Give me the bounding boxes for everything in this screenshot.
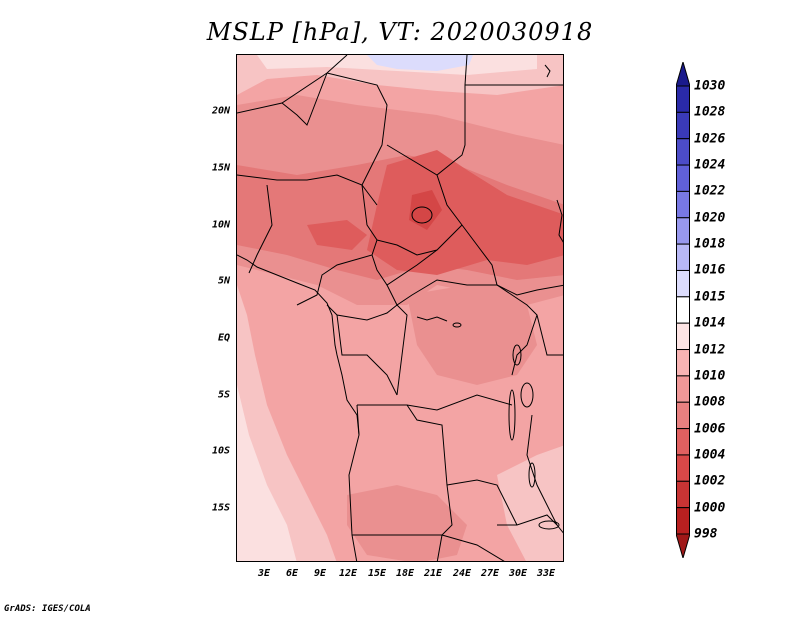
field-1008-south	[347, 485, 467, 561]
mslp-contour-map	[237, 55, 563, 561]
colorbar-segment	[676, 111, 690, 140]
lat-label-15n: 15N	[211, 162, 230, 174]
colorbar-label: 998	[694, 526, 718, 542]
colorbar-label: 1012	[694, 342, 726, 358]
lat-label-5n: 5N	[217, 275, 230, 287]
colorbar-cap-bottom	[676, 533, 690, 558]
field-1002	[409, 190, 442, 230]
colorbar-label: 1030	[694, 78, 726, 94]
lat-label-10s: 10S	[211, 445, 230, 457]
colorbar-segment	[676, 190, 690, 219]
colorbar-label: 1020	[694, 210, 726, 226]
field-1008-central	[407, 285, 537, 385]
colorbar	[676, 62, 690, 558]
colorbar-label: 1014	[694, 315, 726, 331]
colorbar-segment	[676, 428, 690, 456]
colorbar-label: 1028	[694, 104, 726, 120]
colorbar-label: 1008	[694, 394, 726, 410]
field-1014-sw	[237, 385, 297, 561]
colorbar-label: 1010	[694, 368, 726, 384]
lat-label-15s: 15S	[211, 502, 230, 514]
colorbar-label: 1002	[694, 473, 726, 489]
colorbar-segment	[676, 454, 690, 482]
lat-label-10n: 10N	[211, 219, 230, 231]
colorbar-label: 1018	[694, 236, 726, 252]
colorbar-segment	[676, 269, 690, 298]
field-1004	[367, 150, 563, 275]
lat-label-5s: 5S	[217, 389, 230, 401]
lon-label-30e: 30E	[508, 568, 528, 579]
colorbar-label: 1004	[694, 447, 726, 463]
colorbar-label: 1016	[694, 262, 726, 278]
lon-label-3e: 3E	[257, 568, 271, 579]
lakes	[411, 206, 560, 530]
colorbar-label: 1006	[694, 421, 726, 437]
lon-label-9e: 9E	[313, 568, 327, 579]
coastline-west	[237, 254, 360, 436]
lon-label-24e: 24E	[452, 568, 472, 579]
colorbar-segment	[676, 164, 690, 192]
lon-label-21e: 21E	[423, 568, 443, 579]
colorbar-segment	[676, 322, 690, 351]
colorbar-segment	[676, 507, 690, 535]
colorbar-label: 1000	[694, 500, 726, 516]
map-title: MSLP [hPa], VT: 2020030918	[206, 18, 594, 46]
colorbar-segment	[676, 217, 690, 245]
field-1016-north	[367, 55, 473, 71]
colorbar-segment	[676, 243, 690, 271]
colorbar-segment	[676, 349, 690, 377]
grads-credit: GrADS: IGES/COLA	[4, 604, 91, 614]
colorbar-label: 1024	[694, 157, 726, 173]
colorbar-segment	[676, 85, 690, 113]
colorbar-segment	[676, 375, 690, 403]
colorbar-cap-top	[676, 62, 690, 87]
field-1004-west	[307, 220, 367, 250]
colorbar-segment	[676, 401, 690, 430]
lon-label-12e: 12E	[338, 568, 358, 579]
lon-label-18e: 18E	[395, 568, 415, 579]
field-1012-se	[497, 445, 563, 561]
borders	[237, 55, 563, 561]
colorbar-segment	[676, 480, 690, 509]
lon-label-27e: 27E	[480, 568, 500, 579]
colorbar-label: 1022	[694, 183, 726, 199]
lon-label-33e: 33E	[536, 568, 556, 579]
map-panel	[236, 54, 564, 562]
lon-label-15e: 15E	[367, 568, 387, 579]
colorbar-label: 1015	[694, 289, 726, 305]
lat-label-20n: 20N	[211, 105, 230, 117]
colorbar-segment	[676, 138, 690, 166]
colorbar-label: 1026	[694, 131, 726, 147]
colorbar-segment	[676, 296, 690, 324]
lat-label-eq: EQ	[217, 332, 230, 344]
lon-label-6e: 6E	[285, 568, 299, 579]
